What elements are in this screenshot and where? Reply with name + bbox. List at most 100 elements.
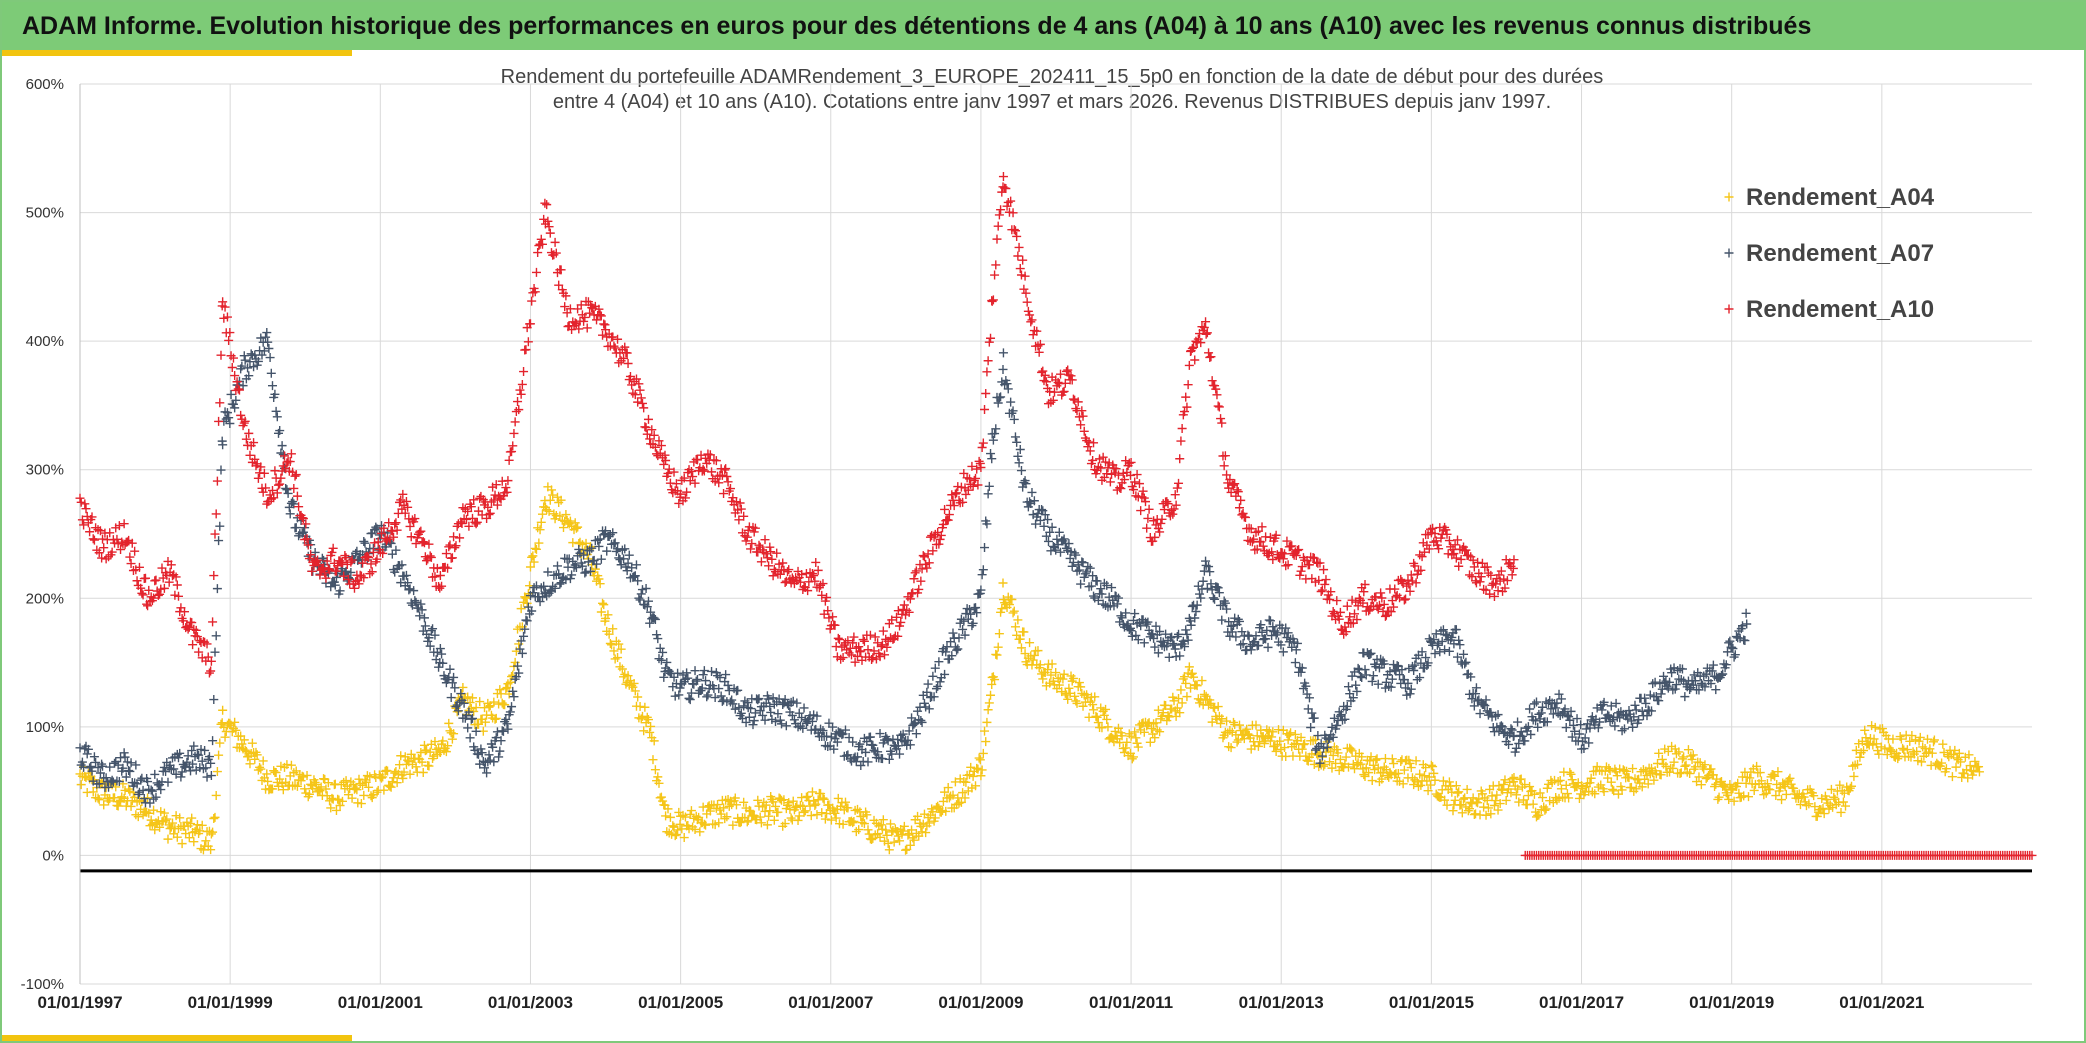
data-point <box>756 818 766 828</box>
data-point <box>942 642 952 652</box>
data-point <box>610 654 620 664</box>
data-point <box>1529 699 1539 709</box>
data-point <box>1217 418 1227 428</box>
data-point <box>723 477 733 487</box>
data-point <box>786 813 796 823</box>
data-point <box>455 533 465 543</box>
data-point <box>1056 547 1065 557</box>
data-point <box>1486 708 1496 718</box>
data-point <box>991 649 1001 659</box>
data-point <box>542 200 552 210</box>
data-point <box>316 782 326 792</box>
data-point <box>1102 714 1112 724</box>
data-point <box>1257 627 1267 637</box>
data-point <box>991 260 1001 270</box>
data-point <box>119 748 129 758</box>
data-point <box>1491 579 1501 589</box>
data-point <box>1272 628 1282 638</box>
data-point <box>265 353 275 363</box>
data-point <box>1257 522 1267 532</box>
data-point <box>720 465 730 475</box>
data-point <box>1611 698 1621 708</box>
data-point <box>1826 784 1836 794</box>
data-point <box>613 334 623 344</box>
data-point <box>1151 718 1161 728</box>
data-point <box>1068 394 1078 404</box>
data-point <box>313 555 323 565</box>
data-point <box>310 547 320 557</box>
data-point <box>533 248 543 258</box>
data-point <box>1551 703 1561 713</box>
data-point <box>537 509 547 519</box>
data-point <box>664 464 674 474</box>
data-point <box>1127 754 1137 764</box>
data-point <box>622 348 632 358</box>
data-point <box>303 540 313 550</box>
data-point <box>1953 755 1963 765</box>
data-point <box>1196 593 1206 603</box>
data-point <box>1176 685 1186 695</box>
data-point <box>231 725 241 735</box>
data-point <box>661 811 671 821</box>
data-point <box>294 502 304 512</box>
data-point <box>987 454 997 464</box>
data-point <box>286 449 296 459</box>
data-point <box>1687 754 1697 764</box>
data-point <box>948 628 958 638</box>
data-point <box>1437 636 1447 646</box>
data-point <box>1054 680 1064 690</box>
data-point <box>1157 514 1167 524</box>
data-point <box>619 554 629 564</box>
data-point <box>271 768 281 778</box>
data-point <box>536 517 546 527</box>
data-point <box>212 476 222 486</box>
data-point <box>211 631 221 641</box>
data-point <box>321 573 331 583</box>
data-point <box>1308 736 1318 746</box>
data-point <box>367 567 377 577</box>
data-point <box>705 806 715 816</box>
data-point <box>476 744 486 754</box>
data-point <box>1243 630 1253 640</box>
data-point <box>822 731 832 741</box>
data-point <box>771 801 781 811</box>
data-point <box>1432 640 1442 650</box>
data-point <box>1364 606 1374 616</box>
series-Rendement_A07 <box>75 328 1752 808</box>
data-point <box>1681 760 1691 770</box>
data-point <box>1455 640 1465 650</box>
data-point <box>1474 794 1484 804</box>
data-point <box>1297 744 1307 754</box>
data-point <box>430 630 440 640</box>
data-point <box>1068 673 1078 683</box>
data-point <box>1438 625 1448 635</box>
data-point <box>992 234 1002 244</box>
data-point <box>1140 497 1150 507</box>
data-point <box>1491 796 1501 806</box>
data-point <box>1116 484 1126 494</box>
data-point <box>262 328 272 338</box>
data-point <box>385 781 395 791</box>
data-point <box>1199 322 1209 332</box>
data-point <box>688 472 698 482</box>
data-point <box>1553 708 1563 718</box>
data-point <box>797 570 807 580</box>
data-point <box>1411 578 1421 588</box>
data-point <box>958 624 968 634</box>
data-point <box>1628 764 1638 774</box>
data-point <box>1459 794 1469 804</box>
data-point <box>863 825 873 835</box>
data-point <box>330 580 340 590</box>
data-point <box>1040 510 1050 520</box>
data-point <box>521 615 531 625</box>
data-point <box>1341 627 1351 637</box>
data-point <box>1204 348 1214 358</box>
data-point <box>1566 706 1576 716</box>
data-point <box>639 403 649 413</box>
data-point <box>720 814 730 824</box>
data-point <box>202 772 212 782</box>
data-point <box>967 461 977 471</box>
data-point <box>1253 741 1263 751</box>
data-point <box>690 824 700 834</box>
data-point <box>1405 689 1415 699</box>
